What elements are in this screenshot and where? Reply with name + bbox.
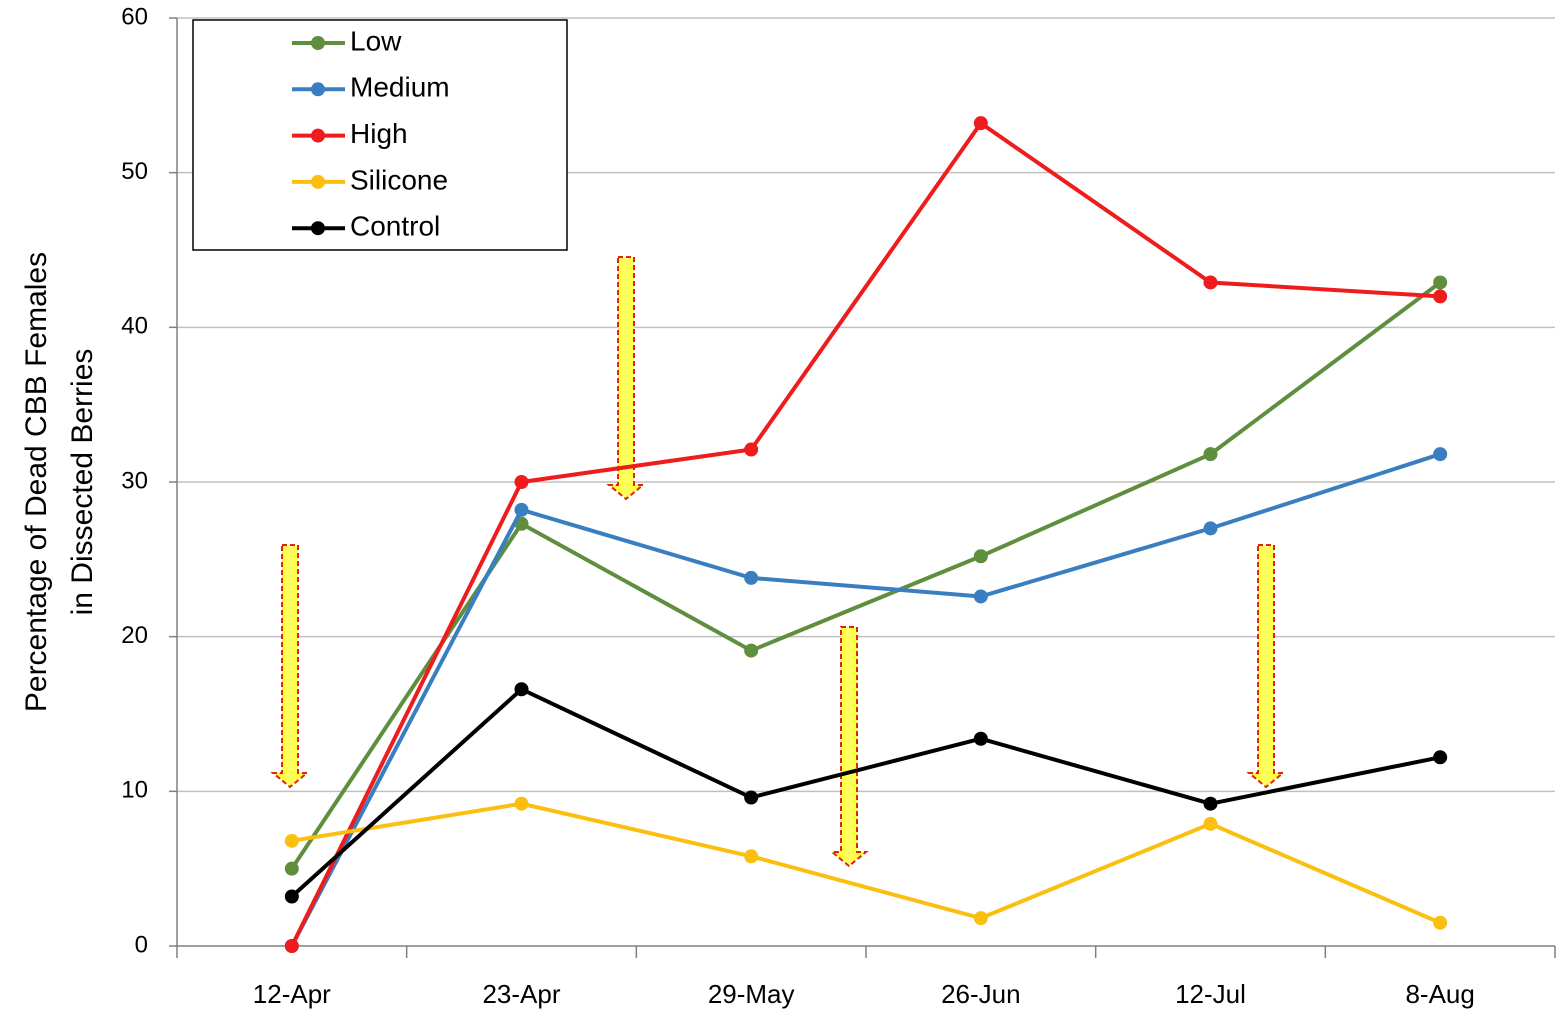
y-tick-label: 0 — [135, 931, 148, 958]
legend-label: Medium — [350, 72, 450, 103]
y-tick-label: 10 — [121, 777, 148, 804]
legend-marker — [311, 36, 325, 50]
data-point — [1433, 750, 1448, 765]
data-point — [514, 682, 529, 697]
data-point — [1433, 915, 1448, 930]
data-point — [973, 911, 988, 926]
legend-label: High — [350, 118, 408, 149]
data-point — [514, 475, 529, 489]
annotation-arrows — [270, 256, 1286, 868]
data-point — [284, 833, 299, 848]
data-point — [744, 790, 759, 805]
data-point — [1203, 521, 1218, 536]
series-line — [291, 801, 1441, 925]
data-point — [514, 502, 529, 517]
data-point — [973, 116, 988, 131]
x-tick-label: 26-Jun — [941, 979, 1021, 1009]
legend-marker — [311, 128, 325, 143]
legend-marker — [311, 221, 325, 236]
arrow — [270, 544, 310, 789]
series-line — [290, 452, 1441, 947]
data-point — [1433, 275, 1448, 290]
data-point — [973, 731, 988, 746]
data-point — [284, 889, 299, 904]
x-tick-label: 23-Apr — [482, 979, 560, 1009]
legend-marker — [311, 82, 325, 97]
y-tick-label: 60 — [121, 3, 148, 30]
data-point — [744, 442, 759, 457]
series-line — [290, 120, 1441, 947]
x-tick-label: 29-May — [708, 979, 795, 1009]
data-point — [514, 796, 529, 811]
y-tick-label: 40 — [121, 313, 148, 340]
series-line — [290, 686, 1441, 898]
data-point — [744, 643, 759, 658]
data-point — [744, 570, 759, 585]
y-axis-label: in Dissected Berries — [66, 349, 99, 616]
data-point — [744, 849, 759, 864]
y-tick-label: 50 — [121, 158, 148, 185]
y-tick-label: 30 — [121, 467, 148, 494]
y-tick-label: 20 — [121, 622, 148, 649]
data-point — [1433, 447, 1448, 462]
data-point — [1203, 816, 1218, 831]
legend-box — [192, 19, 568, 251]
legend-label: Control — [350, 211, 440, 242]
data-point — [973, 589, 988, 604]
x-tick-label: 12-Jul — [1175, 979, 1246, 1009]
legend-label: Low — [350, 25, 402, 56]
legend: Low Medium High Silicone Control — [192, 19, 568, 251]
arrow — [606, 256, 646, 501]
data-point — [284, 939, 299, 953]
data-point — [1433, 289, 1448, 304]
data-point — [284, 861, 299, 876]
x-tick-label: 12-Apr — [253, 979, 331, 1009]
legend-marker — [311, 174, 325, 189]
data-point — [1203, 447, 1218, 462]
arrow — [829, 626, 869, 868]
x-tick-label: 8-Aug — [1405, 979, 1474, 1009]
data-point — [1203, 275, 1218, 290]
arrow — [1246, 544, 1286, 789]
y-axis-label: Percentage of Dead CBB Females — [20, 252, 53, 712]
data-point — [973, 549, 988, 564]
data-point — [1203, 796, 1218, 811]
legend-label: Silicone — [350, 164, 448, 195]
